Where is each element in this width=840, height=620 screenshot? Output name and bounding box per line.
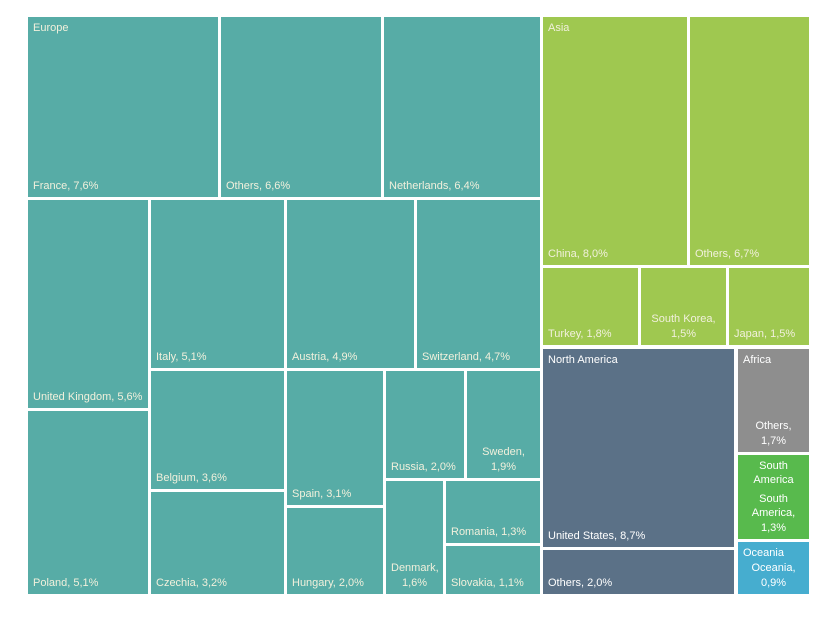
data-label-oceania: Oceania, 0,9%: [751, 562, 796, 589]
data-label-italy: Italy, 5,1%: [156, 350, 207, 363]
treemap-cell-south-america: South America South America, 1,3%: [738, 455, 809, 539]
data-label-others-europe: Others, 6,6%: [226, 179, 291, 192]
treemap-cell-others-north-america: Others, 2,0%: [543, 550, 734, 594]
treemap-cell-others-africa: Africa Others, 1,7%: [738, 349, 809, 452]
data-label-others-north-america: Others, 2,0%: [548, 576, 613, 589]
treemap-cell-united-states: North America United States, 8,7%: [543, 349, 734, 547]
data-label-others-africa: Others, 1,7%: [755, 420, 792, 447]
data-label-turkey: Turkey, 1,8%: [548, 327, 612, 340]
treemap-cell-poland: Poland, 5,1%: [28, 411, 148, 594]
region-label-north-america: North America: [548, 354, 618, 366]
treemap-cell-japan: Japan, 1,5%: [729, 268, 809, 345]
treemap-cell-belgium: Belgium, 3,6%: [151, 371, 284, 489]
treemap-cell-netherlands: Netherlands, 6,4%: [384, 17, 540, 197]
data-label-united-kingdom: United Kingdom, 5,6%: [33, 390, 143, 403]
treemap-cell-united-kingdom: United Kingdom, 5,6%: [28, 200, 148, 408]
treemap-cell-china: Asia China, 8,0%: [543, 17, 687, 265]
data-label-switzerland: Switzerland, 4,7%: [422, 350, 511, 363]
treemap-cell-others-europe: Others, 6,6%: [221, 17, 381, 197]
treemap-cell-oceania: Oceania Oceania, 0,9%: [738, 542, 809, 594]
treemap-cell-south-korea: South Korea, 1,5%: [641, 268, 726, 345]
region-label-oceania: Oceania: [743, 547, 784, 559]
data-label-france: France, 7,6%: [33, 179, 99, 192]
region-label-europe: Europe: [33, 22, 69, 34]
data-label-china: China, 8,0%: [548, 247, 608, 260]
data-label-austria: Austria, 4,9%: [292, 350, 358, 363]
data-label-sweden: Sweden, 1,9%: [482, 446, 525, 473]
treemap-cell-slovakia: Slovakia, 1,1%: [446, 546, 540, 594]
data-label-hungary: Hungary, 2,0%: [292, 576, 364, 589]
data-label-netherlands: Netherlands, 6,4%: [389, 179, 480, 192]
treemap-cell-czechia: Czechia, 3,2%: [151, 492, 284, 594]
treemap-cell-others-asia: Others, 6,7%: [690, 17, 809, 265]
treemap-cell-austria: Austria, 4,9%: [287, 200, 414, 368]
data-label-romania: Romania, 1,3%: [451, 525, 527, 538]
data-label-czechia: Czechia, 3,2%: [156, 576, 227, 589]
treemap-cell-romania: Romania, 1,3%: [446, 481, 540, 543]
region-label-asia: Asia: [548, 22, 570, 34]
treemap-cell-france: Europe France, 7,6%: [28, 17, 218, 197]
treemap-cell-sweden: Sweden, 1,9%: [467, 371, 540, 478]
data-label-belgium: Belgium, 3,6%: [156, 471, 227, 484]
data-label-slovakia: Slovakia, 1,1%: [451, 576, 524, 589]
data-label-poland: Poland, 5,1%: [33, 576, 99, 589]
treemap-cell-spain: Spain, 3,1%: [287, 371, 383, 505]
data-label-japan: Japan, 1,5%: [734, 327, 796, 340]
treemap-cell-hungary: Hungary, 2,0%: [287, 508, 383, 594]
treemap-cell-denmark: Denmark, 1,6%: [386, 481, 443, 594]
treemap-cell-turkey: Turkey, 1,8%: [543, 268, 638, 345]
data-label-russia: Russia, 2,0%: [391, 460, 456, 473]
treemap-cell-italy: Italy, 5,1%: [151, 200, 284, 368]
region-label-south-america: South America: [753, 460, 794, 487]
treemap-cell-russia: Russia, 2,0%: [386, 371, 464, 478]
data-label-south-america: South America, 1,3%: [751, 493, 796, 534]
data-label-south-korea: South Korea, 1,5%: [651, 313, 716, 340]
data-label-united-states: United States, 8,7%: [548, 529, 646, 542]
data-label-denmark: Denmark, 1,6%: [391, 562, 439, 589]
region-label-africa: Africa: [743, 354, 772, 366]
treemap-cell-switzerland: Switzerland, 4,7%: [417, 200, 540, 368]
data-label-spain: Spain, 3,1%: [292, 487, 352, 500]
data-label-others-asia: Others, 6,7%: [695, 247, 760, 260]
